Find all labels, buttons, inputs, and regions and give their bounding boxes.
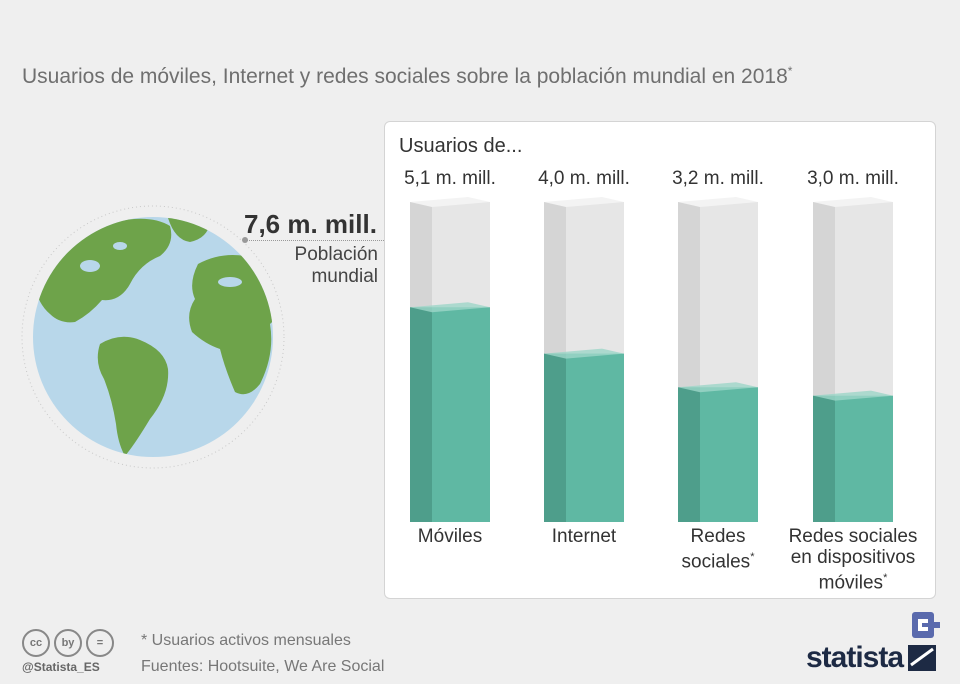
bar-fill-front	[835, 395, 893, 522]
bar-empty-top	[544, 197, 624, 207]
social-handle: @Statista_ES	[22, 660, 100, 674]
bar-fill-side	[544, 353, 566, 522]
bar-value-label: 3,0 m. mill.	[807, 168, 899, 189]
chart-title: Usuarios de móviles, Internet y redes so…	[22, 64, 793, 88]
bar-fill-top	[678, 382, 758, 393]
bar-fill-side	[410, 307, 432, 522]
bar-fill-front	[432, 307, 490, 522]
statista-badge-icon	[912, 612, 940, 638]
bar-empty-top	[678, 197, 758, 207]
population-marker-dot	[242, 237, 248, 243]
population-connector-line	[246, 240, 384, 241]
population-value: 7,6 m. mill.	[244, 209, 377, 239]
category-label: Redes sociales en dispositivos móviles*	[788, 526, 918, 594]
category-label: Móviles	[417, 526, 483, 547]
footnote: * Usuarios activos mensuales	[141, 632, 351, 649]
by-icon: by	[54, 629, 82, 657]
bar-value-label: 5,1 m. mill.	[404, 168, 496, 189]
bar-empty-top	[410, 197, 490, 207]
cc-icon: cc	[22, 629, 50, 657]
bar-fill-top	[813, 390, 893, 401]
statista-logo-icon	[908, 645, 936, 671]
panel-title: Usuarios de...	[399, 135, 523, 157]
globe-illustration	[20, 204, 290, 474]
population-label: Población mundial	[294, 244, 378, 287]
chart-panel: Usuarios de... 5,1 m. mill. 4,0 m. mill. 3…	[384, 121, 936, 599]
bar-value-label: 4,0 m. mill.	[538, 168, 630, 189]
bar-fill-top	[544, 348, 624, 359]
bar-value-label: 3,2 m. mill.	[672, 168, 764, 189]
category-label: Internet	[551, 526, 617, 547]
bar-fill-side	[678, 387, 700, 522]
bar-fill-front	[700, 387, 758, 522]
bar-fill-front	[566, 353, 624, 522]
nd-icon: =	[86, 629, 114, 657]
bar-chart	[410, 197, 893, 522]
sources-note: Fuentes: Hootsuite, We Are Social	[141, 658, 385, 675]
bar-fill-top	[410, 302, 490, 313]
bar-empty-top	[813, 197, 893, 207]
license-icons: cc by =	[22, 629, 118, 657]
category-label: Redes sociales*	[681, 526, 755, 573]
bar-fill-side	[813, 395, 835, 522]
statista-logo: statista	[806, 641, 904, 674]
